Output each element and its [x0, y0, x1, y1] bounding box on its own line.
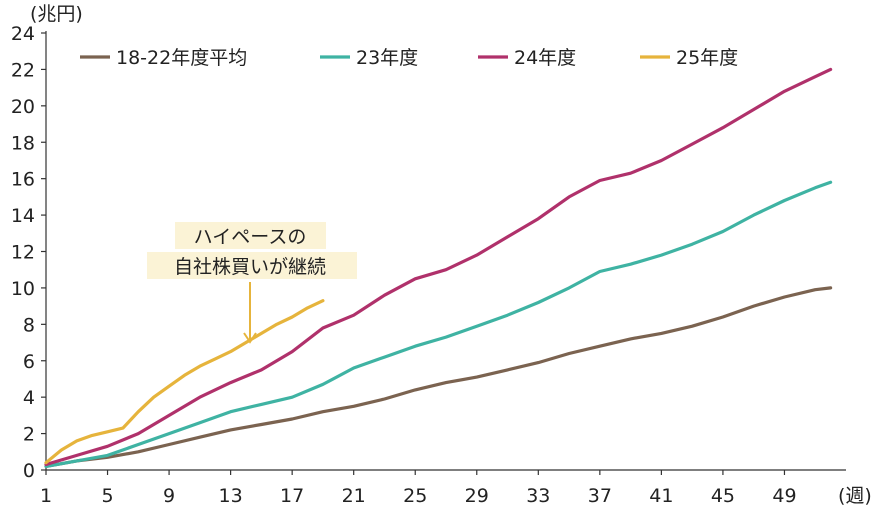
y-tick-label: 2 — [23, 424, 35, 446]
annotation-text-2: 自社株買いが継続 — [174, 256, 326, 278]
legend-label-2: 24年度 — [514, 47, 576, 69]
x-tick-label: 33 — [526, 485, 550, 507]
y-tick-label: 24 — [11, 23, 35, 45]
x-tick-label: 17 — [280, 485, 304, 507]
series-line-3 — [44, 299, 325, 465]
y-tick-label: 16 — [11, 169, 35, 191]
series-line-0 — [44, 286, 833, 468]
y-tick-label: 20 — [11, 96, 35, 118]
annotation-text-1: ハイペースの — [194, 226, 307, 248]
legend-label-1: 23年度 — [356, 47, 418, 69]
y-tick-label: 6 — [23, 351, 35, 373]
series-line-2 — [44, 67, 833, 467]
y-unit-label: (兆円) — [30, 3, 83, 25]
x-tick-label: 41 — [649, 485, 673, 507]
series-line-1 — [44, 180, 833, 468]
y-tick-label: 4 — [23, 387, 35, 409]
x-tick-label: 5 — [101, 485, 113, 507]
annotation-bg-2 — [147, 252, 357, 279]
annotation-bg-1 — [175, 222, 326, 249]
y-tick-label: 22 — [11, 59, 35, 81]
y-tick-label: 12 — [11, 242, 35, 264]
x-tick-label: 37 — [588, 485, 612, 507]
y-tick-label: 10 — [11, 278, 35, 300]
y-tick-label: 8 — [23, 314, 35, 336]
x-tick-label: 1 — [40, 485, 52, 507]
x-tick-label: 49 — [772, 485, 796, 507]
legend-label-3: 25年度 — [676, 47, 738, 69]
x-tick-label: 21 — [342, 485, 366, 507]
series-lines — [44, 67, 833, 468]
y-tick-label: 18 — [11, 132, 35, 154]
x-tick-label: 9 — [163, 485, 175, 507]
x-tick-label: 45 — [711, 485, 735, 507]
x-tick-label: 29 — [465, 485, 489, 507]
x-tick-label: 25 — [403, 485, 427, 507]
legend: 18-22年度平均 23年度 24年度 25年度 — [80, 47, 738, 69]
annotation-arrow-head — [243, 332, 257, 344]
legend-label-0: 18-22年度平均 — [116, 47, 247, 69]
y-tick-label: 14 — [11, 205, 35, 227]
y-tick-label: 0 — [23, 460, 35, 482]
x-tick-label: 13 — [219, 485, 243, 507]
x-unit-label: (週) — [838, 485, 872, 507]
